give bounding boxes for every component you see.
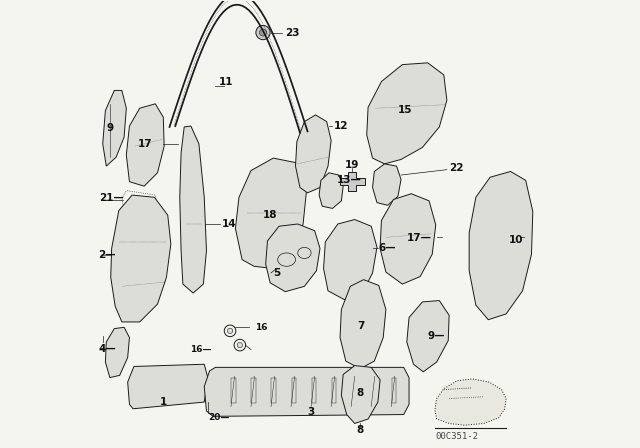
Text: 10: 10 <box>509 235 524 245</box>
Bar <box>252 379 256 403</box>
Text: 18: 18 <box>263 210 277 220</box>
Circle shape <box>259 29 267 36</box>
Polygon shape <box>407 301 449 372</box>
Text: 4—: 4— <box>99 344 116 353</box>
Polygon shape <box>324 220 377 300</box>
Text: 14: 14 <box>222 219 237 229</box>
Polygon shape <box>103 90 126 166</box>
Text: 16—: 16— <box>190 345 211 354</box>
Text: 1: 1 <box>159 397 167 407</box>
Bar <box>351 379 356 403</box>
Text: 22: 22 <box>449 164 463 173</box>
Text: 6—: 6— <box>379 243 396 254</box>
Bar <box>332 379 336 403</box>
Text: 15: 15 <box>398 105 413 116</box>
Text: 21—: 21— <box>100 193 124 203</box>
Text: 17—: 17— <box>407 233 432 243</box>
Polygon shape <box>340 280 386 369</box>
Text: 3: 3 <box>307 407 315 417</box>
Bar <box>271 379 276 403</box>
Polygon shape <box>126 104 164 186</box>
Polygon shape <box>106 327 129 378</box>
Bar <box>392 379 396 403</box>
Text: 2—: 2— <box>99 250 116 260</box>
Polygon shape <box>266 224 320 292</box>
Polygon shape <box>469 172 533 320</box>
Text: 11: 11 <box>220 77 234 86</box>
Text: 17: 17 <box>138 139 153 149</box>
Text: 20—: 20— <box>208 413 229 422</box>
Polygon shape <box>340 172 365 191</box>
Bar <box>372 379 376 403</box>
Polygon shape <box>367 63 447 164</box>
Polygon shape <box>236 158 307 268</box>
Polygon shape <box>204 367 409 416</box>
Text: 9: 9 <box>106 123 113 133</box>
Circle shape <box>256 26 270 40</box>
Circle shape <box>227 328 233 333</box>
Text: 5: 5 <box>273 268 280 278</box>
Circle shape <box>237 342 243 348</box>
Text: 23: 23 <box>285 28 300 38</box>
Bar <box>291 379 296 403</box>
Text: 8: 8 <box>356 425 364 435</box>
Bar <box>232 379 236 403</box>
Text: 16: 16 <box>255 323 268 332</box>
Text: 9—: 9— <box>428 331 445 341</box>
Polygon shape <box>180 126 207 293</box>
Polygon shape <box>380 194 436 284</box>
Polygon shape <box>319 173 343 208</box>
Polygon shape <box>435 379 506 425</box>
Polygon shape <box>127 364 208 409</box>
Text: 8: 8 <box>356 388 364 398</box>
Text: 19: 19 <box>345 160 359 170</box>
Text: 12: 12 <box>333 121 348 131</box>
Polygon shape <box>296 115 331 193</box>
Polygon shape <box>372 164 401 205</box>
Text: 00C351-2: 00C351-2 <box>436 432 479 441</box>
Polygon shape <box>341 366 380 423</box>
Polygon shape <box>111 195 171 322</box>
Text: 13—: 13— <box>337 175 362 185</box>
Bar <box>312 379 316 403</box>
Text: 7: 7 <box>357 320 365 331</box>
